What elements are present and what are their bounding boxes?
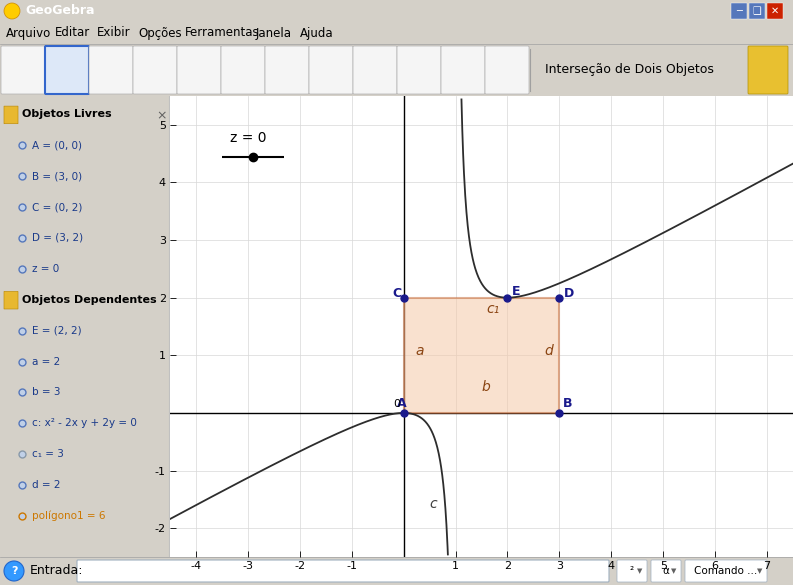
Text: Opções: Opções — [138, 26, 182, 40]
Text: ▼: ▼ — [672, 568, 676, 574]
Text: Objetos Dependentes: Objetos Dependentes — [22, 295, 157, 305]
FancyBboxPatch shape — [353, 46, 397, 94]
Text: ²: ² — [630, 566, 634, 576]
Circle shape — [4, 3, 20, 19]
Text: D: D — [564, 287, 574, 300]
Text: a: a — [415, 345, 423, 358]
FancyBboxPatch shape — [4, 106, 18, 123]
Text: z = 0: z = 0 — [32, 264, 59, 274]
Text: ❑: ❑ — [753, 6, 761, 16]
Text: ✕: ✕ — [771, 6, 779, 16]
FancyBboxPatch shape — [651, 560, 681, 582]
Text: ─: ─ — [736, 6, 742, 16]
Text: α: α — [663, 566, 669, 576]
Text: E = (2, 2): E = (2, 2) — [32, 326, 82, 336]
Text: polígono1 = 6: polígono1 = 6 — [32, 511, 105, 521]
FancyBboxPatch shape — [265, 46, 309, 94]
Text: ▼: ▼ — [757, 568, 763, 574]
FancyBboxPatch shape — [177, 46, 221, 94]
Text: E: E — [512, 285, 521, 298]
Text: c: c — [430, 497, 437, 511]
Text: Comando ...: Comando ... — [695, 566, 757, 576]
Bar — [749, 3, 765, 19]
Text: c₁: c₁ — [487, 302, 500, 316]
FancyBboxPatch shape — [748, 46, 788, 94]
Text: b = 3: b = 3 — [32, 387, 60, 397]
Text: Editar: Editar — [55, 26, 90, 40]
Text: B: B — [563, 397, 573, 410]
Text: a = 2: a = 2 — [32, 356, 60, 367]
FancyBboxPatch shape — [617, 560, 647, 582]
FancyBboxPatch shape — [133, 46, 177, 94]
Text: C = (0, 2): C = (0, 2) — [32, 202, 82, 212]
FancyBboxPatch shape — [485, 46, 529, 94]
FancyBboxPatch shape — [1, 46, 45, 94]
Text: Entrada:: Entrada: — [30, 565, 83, 577]
Text: Exibir: Exibir — [97, 26, 131, 40]
FancyBboxPatch shape — [397, 46, 441, 94]
Text: ▼: ▼ — [638, 568, 642, 574]
FancyBboxPatch shape — [685, 560, 767, 582]
Bar — [404, 298, 559, 413]
Text: c₁ = 3: c₁ = 3 — [32, 449, 64, 459]
Text: 0: 0 — [393, 399, 400, 409]
Text: d = 2: d = 2 — [32, 480, 60, 490]
Bar — [767, 3, 783, 19]
Text: Janela: Janela — [256, 26, 292, 40]
Text: c: x² - 2x y + 2y = 0: c: x² - 2x y + 2y = 0 — [32, 418, 137, 428]
Text: C: C — [393, 287, 401, 300]
Circle shape — [4, 561, 24, 581]
Text: Interseção de Dois Objetos: Interseção de Dois Objetos — [545, 64, 714, 77]
Text: z = 0: z = 0 — [230, 131, 266, 145]
Text: A: A — [397, 397, 407, 410]
Text: D = (3, 2): D = (3, 2) — [32, 233, 83, 243]
Text: Objetos Livres: Objetos Livres — [22, 109, 112, 119]
Text: ×: × — [157, 110, 167, 123]
Bar — [731, 3, 747, 19]
Text: Ferramentas: Ferramentas — [185, 26, 259, 40]
Text: Ajuda: Ajuda — [300, 26, 334, 40]
Text: b: b — [481, 380, 490, 394]
Text: Arquivo: Arquivo — [6, 26, 52, 40]
FancyBboxPatch shape — [89, 46, 133, 94]
Text: d: d — [545, 345, 554, 358]
Text: B = (3, 0): B = (3, 0) — [32, 171, 82, 181]
FancyBboxPatch shape — [221, 46, 265, 94]
FancyBboxPatch shape — [77, 560, 609, 582]
FancyBboxPatch shape — [4, 291, 18, 309]
Text: ?: ? — [11, 566, 17, 576]
FancyBboxPatch shape — [441, 46, 485, 94]
FancyBboxPatch shape — [309, 46, 353, 94]
Text: GeoGebra: GeoGebra — [25, 5, 94, 18]
FancyBboxPatch shape — [45, 46, 89, 94]
Text: A = (0, 0): A = (0, 0) — [32, 140, 82, 150]
